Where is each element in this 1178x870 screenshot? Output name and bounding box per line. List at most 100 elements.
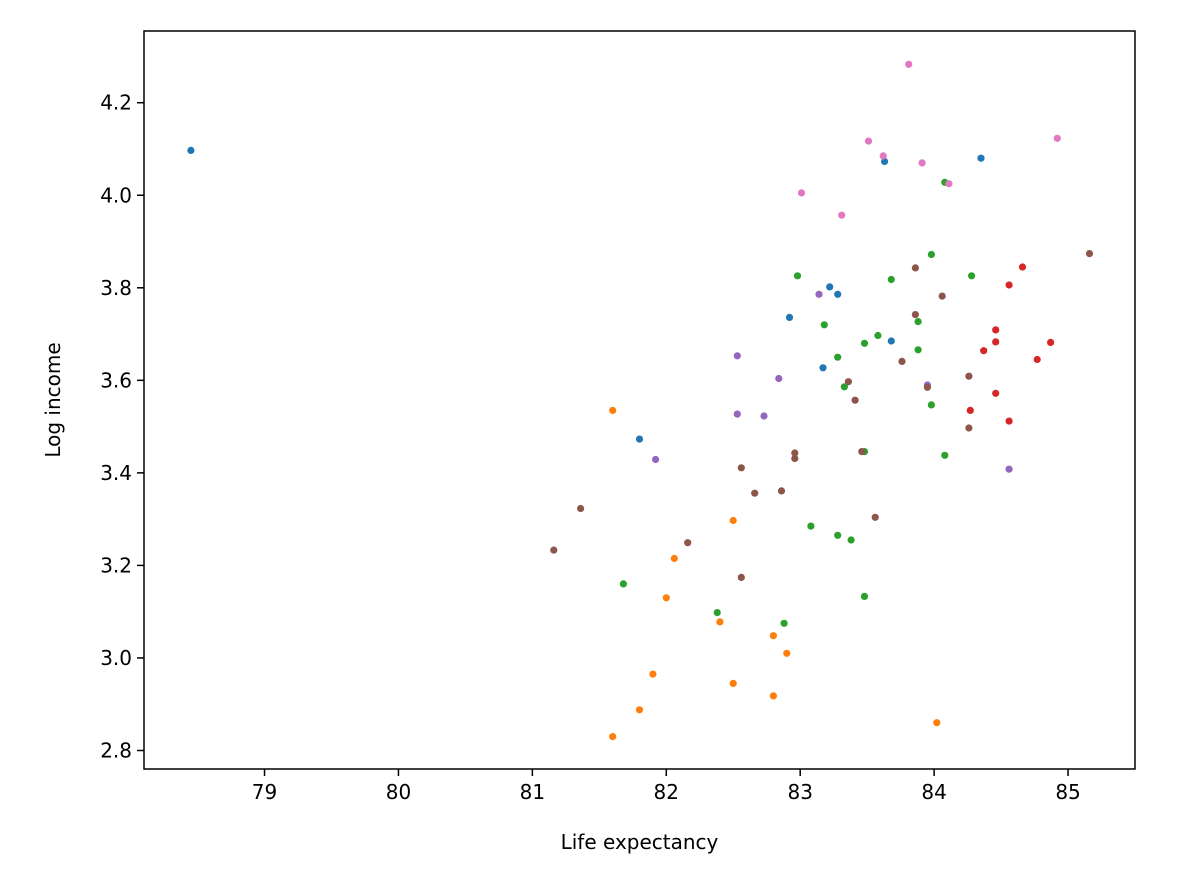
data-point: [898, 357, 906, 365]
data-point: [992, 326, 1000, 334]
data-point: [968, 272, 976, 280]
data-point: [914, 346, 922, 354]
x-tick-label: 81: [520, 780, 545, 804]
data-point: [619, 580, 628, 588]
data-point: [187, 146, 195, 154]
data-point: [662, 594, 670, 602]
x-axis-ticks: 79 80 81 82 83 84 85: [252, 769, 1081, 804]
x-tick-label: 79: [252, 780, 277, 804]
data-point: [819, 364, 827, 372]
data-point: [887, 337, 895, 345]
y-tick-label: 4.0: [100, 183, 132, 207]
data-point: [923, 383, 932, 391]
data-point: [550, 546, 558, 554]
data-point: [775, 374, 783, 383]
y-tick-label: 2.8: [100, 738, 132, 762]
data-point: [834, 290, 842, 298]
x-tick-label: 83: [787, 780, 812, 804]
data-point: [918, 159, 926, 167]
data-point: [927, 250, 936, 259]
x-axis-label: Life expectancy: [561, 830, 719, 854]
data-point: [729, 679, 737, 688]
data-point: [966, 406, 974, 414]
data-point: [858, 448, 866, 456]
data-point: [927, 401, 936, 409]
data-point: [649, 670, 657, 678]
data-point: [780, 619, 788, 627]
data-point: [783, 649, 791, 657]
data-point: [992, 338, 1000, 346]
x-tick-label: 82: [654, 780, 679, 804]
data-point: [911, 311, 920, 319]
data-point: [871, 513, 879, 521]
data-point: [914, 318, 922, 326]
data-point: [992, 389, 1000, 397]
data-point: [797, 189, 806, 197]
data-point: [834, 531, 842, 539]
data-point: [737, 573, 745, 582]
points-layer: [187, 60, 1094, 741]
data-point: [1053, 134, 1061, 142]
data-point: [791, 449, 799, 457]
data-point: [777, 487, 786, 495]
data-point: [860, 339, 869, 347]
data-point: [609, 406, 617, 414]
data-point: [879, 152, 887, 160]
data-point: [938, 292, 946, 300]
data-point: [652, 455, 660, 464]
data-point: [838, 211, 846, 219]
data-point: [1047, 338, 1055, 346]
data-point: [733, 410, 741, 418]
plot-area: [144, 31, 1135, 769]
data-point: [826, 283, 834, 291]
data-point: [1005, 281, 1013, 289]
data-point: [713, 609, 721, 617]
data-point: [1018, 263, 1027, 271]
data-point: [844, 378, 853, 386]
x-tick-label: 85: [1055, 780, 1080, 804]
data-point: [965, 424, 973, 432]
data-point: [977, 154, 985, 162]
data-point: [864, 137, 873, 145]
data-point: [670, 554, 678, 563]
data-point: [881, 157, 889, 166]
y-tick-label: 3.6: [100, 368, 132, 392]
data-point: [751, 489, 759, 497]
data-point: [945, 180, 953, 188]
data-point: [577, 504, 585, 513]
data-point: [1033, 355, 1041, 364]
data-point: [840, 383, 849, 391]
data-point: [635, 435, 644, 443]
y-tick-label: 3.8: [100, 276, 132, 300]
y-tick-label: 3.2: [100, 553, 132, 577]
data-point: [807, 522, 815, 530]
data-point: [860, 592, 869, 601]
y-axis-label: Log income: [41, 342, 65, 457]
data-point: [1005, 465, 1013, 473]
data-point: [733, 352, 741, 360]
y-axis-ticks: 2.8 3.0 3.2 3.4 3.6 3.8 4.0 4.2: [100, 91, 144, 762]
data-point: [769, 632, 778, 640]
data-point: [793, 272, 802, 280]
data-point: [769, 692, 778, 700]
data-point: [965, 372, 973, 380]
x-tick-label: 80: [386, 780, 411, 804]
data-point: [1005, 417, 1013, 425]
data-point: [905, 60, 913, 68]
data-point: [729, 516, 737, 525]
data-point: [716, 618, 724, 626]
data-point: [851, 396, 859, 404]
data-point: [1085, 250, 1094, 258]
data-point: [874, 331, 882, 340]
data-point: [684, 539, 692, 547]
data-point: [980, 347, 988, 355]
x-tick-label: 84: [921, 780, 946, 804]
y-tick-label: 3.4: [100, 461, 132, 485]
data-point: [933, 719, 941, 727]
y-tick-label: 3.0: [100, 646, 132, 670]
data-point: [635, 706, 644, 714]
y-tick-label: 4.2: [100, 91, 132, 115]
plot-frame: [143, 30, 1136, 770]
data-point: [941, 451, 949, 459]
